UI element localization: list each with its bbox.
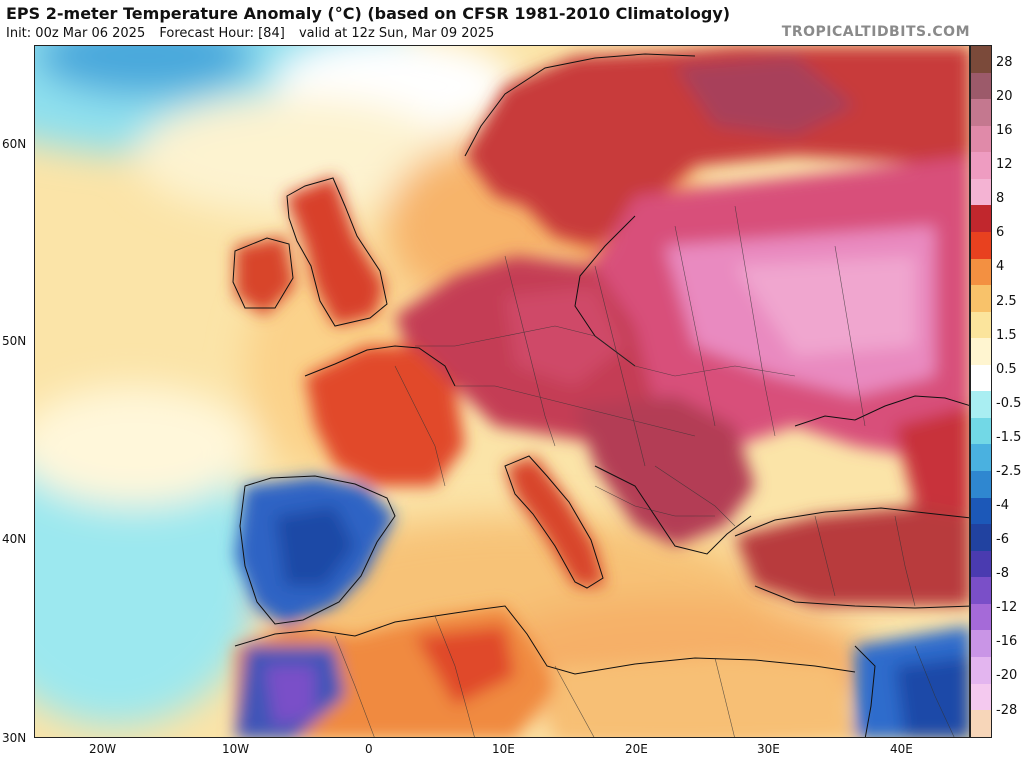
colorbar-swatch (971, 72, 991, 100)
colorbar-label: -1.5 (996, 429, 1022, 445)
colorbar-swatch (971, 205, 991, 232)
lon-label-20w: 20W (89, 742, 117, 756)
colorbar-swatch (971, 417, 991, 445)
colorbar-swatch (971, 99, 991, 126)
colorbar-swatch (971, 258, 991, 286)
coastlines (232, 53, 969, 737)
colorbar-swatch (971, 550, 991, 578)
colorbar-label: -0.5 (996, 395, 1022, 411)
lon-label-40e: 40E (890, 742, 913, 756)
colorbar-label: 20 (996, 89, 1013, 105)
colorbar-label: -6 (996, 532, 1009, 548)
colorbar (970, 45, 992, 738)
colorbar-swatch (971, 364, 991, 392)
lat-label-50n: 50N (2, 334, 27, 348)
colorbar-label: 0.5 (996, 361, 1017, 377)
forecast-hour: Forecast Hour: [84] (159, 26, 285, 41)
colorbar-label: 6 (996, 225, 1005, 241)
colorbar-swatch (971, 152, 991, 179)
colorbar-label: -20 (996, 668, 1018, 684)
colorbar-swatch (971, 524, 991, 551)
colorbar-label: -8 (996, 566, 1009, 582)
colorbar-swatch (971, 444, 991, 471)
colorbar-label: 2.5 (996, 293, 1017, 309)
valid-time: valid at 12z Sun, Mar 09 2025 (298, 26, 495, 41)
lat-label-40n: 40N (2, 532, 27, 546)
colorbar-swatch (971, 285, 991, 312)
colorbar-label: 12 (996, 157, 1013, 173)
colorbar-label: 1.5 (996, 327, 1017, 343)
lat-label-30n: 30N (2, 731, 27, 745)
land-field (235, 46, 969, 737)
lon-label-10w: 10W (222, 742, 250, 756)
colorbar-label: 4 (996, 259, 1005, 275)
colorbar-swatch (971, 603, 991, 631)
colorbar-label: 8 (996, 191, 1005, 207)
lat-label-60n: 60N (2, 137, 27, 151)
colorbar-swatch (971, 311, 991, 339)
colorbar-label: -16 (996, 634, 1018, 650)
colorbar-label: 16 (996, 123, 1013, 139)
colorbar-swatch (971, 338, 991, 365)
lon-label-30e: 30E (757, 742, 780, 756)
colorbar-swatch (971, 231, 991, 259)
colorbar-swatch (971, 683, 991, 711)
map-subtitle: Init: 00z Mar 06 2025 Forecast Hour: [84… (6, 26, 504, 41)
source-watermark: TROPICALTIDBITS.COM (781, 24, 970, 40)
colorbar-label: -4 (996, 498, 1009, 514)
map-title: EPS 2-meter Temperature Anomaly (°C) (ba… (6, 4, 731, 23)
colorbar-label: -2.5 (996, 463, 1022, 479)
colorbar-swatch (971, 497, 991, 525)
colorbar-swatch (971, 471, 991, 498)
colorbar-swatch (971, 577, 991, 604)
lon-label-10e: 10E (492, 742, 515, 756)
colorbar-swatch (971, 391, 991, 418)
colorbar-swatch (971, 630, 991, 657)
lon-label-0: 0 (365, 742, 373, 756)
colorbar-swatch (971, 46, 991, 73)
map-canvas (35, 46, 969, 737)
colorbar-label: 28 (996, 55, 1013, 70)
colorbar-label: -12 (996, 600, 1018, 616)
init-time: Init: 00z Mar 06 2025 (6, 26, 146, 41)
colorbar-swatch (971, 710, 991, 737)
lon-label-20e: 20E (625, 742, 648, 756)
anomaly-map (34, 45, 970, 738)
colorbar-swatch (971, 656, 991, 684)
country-borders (334, 205, 955, 737)
colorbar-swatch (971, 125, 991, 153)
colorbar-label: -28 (996, 702, 1018, 718)
colorbar-swatch (971, 178, 991, 206)
